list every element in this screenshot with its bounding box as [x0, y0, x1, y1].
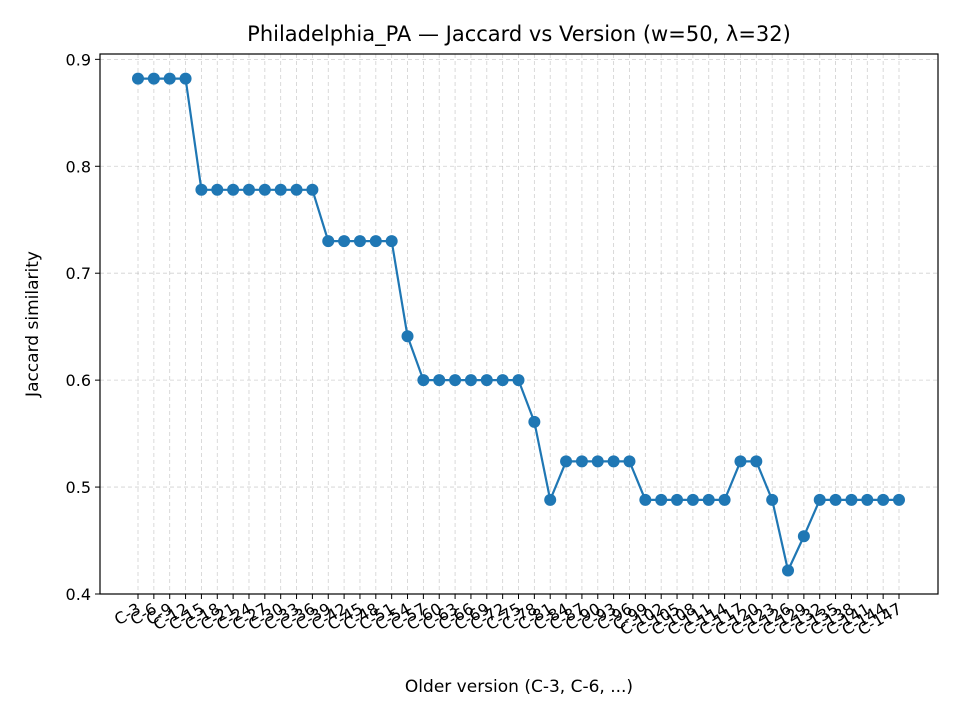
data-point	[639, 493, 652, 506]
data-point	[417, 374, 430, 387]
data-point	[734, 455, 747, 468]
data-point	[607, 455, 620, 468]
y-tick-label: 0.9	[66, 50, 91, 69]
data-point	[560, 455, 573, 468]
x-axis-label: Older version (C-3, C-6, ...)	[405, 677, 633, 697]
data-point	[338, 235, 351, 248]
data-point	[528, 415, 541, 428]
data-point	[227, 183, 240, 196]
y-tick-label: 0.7	[66, 264, 91, 283]
data-point	[591, 455, 604, 468]
data-point	[797, 530, 810, 543]
data-point	[274, 183, 287, 196]
data-point	[132, 72, 144, 85]
data-point	[544, 493, 557, 506]
data-point	[750, 455, 763, 468]
data-point	[480, 374, 493, 387]
data-point	[322, 235, 335, 248]
chart-title: Philadelphia_PA — Jaccard vs Version (w=…	[247, 22, 791, 47]
y-tick-label: 0.5	[66, 478, 91, 497]
y-axis-label: Jaccard similarity	[23, 251, 43, 398]
data-point	[353, 235, 366, 248]
y-tick-label: 0.4	[66, 585, 91, 604]
axis-ticks: C-3C-6C-9C-12C-15C-18C-21C-24C-27C-30C-3…	[66, 50, 905, 639]
data-point	[766, 493, 779, 506]
y-tick-label: 0.8	[66, 157, 91, 176]
data-point	[512, 374, 525, 387]
data-point	[211, 183, 224, 196]
data-point	[147, 72, 160, 85]
data-point	[195, 183, 208, 196]
data-point	[369, 235, 382, 248]
data-point	[686, 493, 699, 506]
data-point	[671, 493, 684, 506]
data-point	[718, 493, 731, 506]
data-point	[179, 72, 192, 85]
y-tick-label: 0.6	[66, 371, 91, 390]
data-point	[163, 72, 176, 85]
series-line	[132, 72, 905, 577]
data-point	[575, 455, 588, 468]
data-point	[845, 493, 858, 506]
data-point	[861, 493, 874, 506]
data-point	[655, 493, 668, 506]
data-point	[433, 374, 446, 387]
data-point	[290, 183, 303, 196]
data-point	[893, 493, 905, 506]
data-point	[829, 493, 842, 506]
data-point	[242, 183, 255, 196]
data-point	[306, 183, 319, 196]
data-point	[702, 493, 715, 506]
grid	[100, 54, 938, 595]
data-point	[782, 564, 795, 577]
data-point	[401, 330, 414, 343]
data-point	[449, 374, 462, 387]
data-point	[496, 374, 509, 387]
data-point	[813, 493, 826, 506]
data-point	[385, 235, 398, 248]
data-point	[258, 183, 271, 196]
data-point	[877, 493, 890, 506]
data-point	[464, 374, 477, 387]
data-point	[623, 455, 636, 468]
